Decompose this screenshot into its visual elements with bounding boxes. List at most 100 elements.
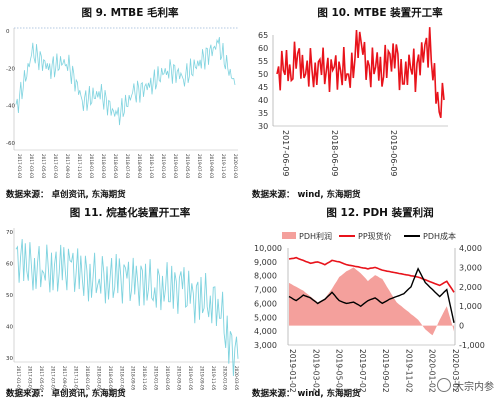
- source-11: 数据来源： 卓创资讯, 东海期货: [6, 389, 126, 399]
- chart12-left-y-tick-label: 8,000: [254, 272, 277, 281]
- chart9-x-tick-label: 2019-07-03: [197, 154, 202, 179]
- chart-title-9: 图 9. MTBE 毛利率: [81, 7, 179, 19]
- chart11-x-tick-label: 2019-09-05: [200, 366, 205, 391]
- chart9-x-tick-label: 2018-03-03: [101, 154, 106, 179]
- chart10-y-tick-label: 45: [258, 83, 268, 92]
- chart11-x-tick-label: 2017-11-05: [73, 366, 78, 391]
- chart12-legend-label: PDH成本: [423, 231, 456, 241]
- chart12-profit-area: [289, 267, 454, 336]
- chart9-x-tick-label: 2017-09-03: [65, 154, 70, 179]
- chart12-legend-label: PP现货价: [358, 231, 392, 241]
- chart9-x-tick-label: 2017-01-03: [17, 154, 22, 179]
- chart11-x-tick-label: 2017-03-05: [28, 366, 33, 391]
- source-10: 数据来源： wind, 东海期货: [252, 190, 361, 200]
- chart12-right-y-tick-label: -1,000: [459, 341, 485, 350]
- chart11-y-tick-label: 40: [6, 325, 13, 331]
- watermark-text: 大宗内参: [454, 382, 494, 393]
- chart12-left-y-tick-label: 4,000: [254, 327, 277, 336]
- chart9-y-tick-label: -20: [6, 66, 15, 72]
- chart12-legend-label: PDH利润: [299, 231, 332, 241]
- chart12-left-y-tick-label: 10,000: [254, 244, 282, 253]
- chart9-x-tick-label: 2019-11-03: [221, 154, 226, 179]
- chart11-x-tick-label: 2019-03-05: [165, 366, 170, 391]
- chart10-operating-rate-line: [276, 27, 445, 119]
- chart10-y-tick-label: 35: [258, 109, 268, 118]
- chart10-x-tick-label: 2017-06-09: [281, 130, 290, 177]
- chart9-x-tick-label: 2018-11-03: [149, 154, 154, 179]
- chart10-x-tick-label: 2018-06-09: [330, 130, 339, 177]
- chart11-x-tick-label: 2018-05-05: [108, 366, 113, 391]
- chart12-left-y-tick-label: 5,000: [254, 313, 277, 322]
- chart9-y-tick-label: -60: [6, 141, 15, 147]
- chart12-legend-swatch: [282, 232, 296, 239]
- chart9-y-tick-label: -40: [6, 104, 15, 110]
- chart12-x-tick-label: 2019-01-02: [288, 349, 297, 393]
- watermark: 大宗内参: [437, 378, 494, 393]
- chart9-x-tick-label: 2019-03-03: [173, 154, 178, 179]
- chart9-x-tick-label: 2018-09-03: [137, 154, 142, 179]
- chart12-x-tick-label: 2019-11-02: [404, 349, 413, 393]
- chart11-y-tick-label: 50: [6, 293, 13, 299]
- chart9-x-tick-label: 2017-05-03: [41, 154, 46, 179]
- chart12-right-y-tick-label: 0: [459, 322, 464, 331]
- chart12-left-y-tick-label: 7,000: [254, 286, 277, 295]
- chart11-x-tick-label: 2020-03-05: [234, 366, 239, 391]
- chart11-x-tick-label: 2019-01-05: [154, 366, 159, 391]
- chart10-y-tick-label: 60: [258, 44, 268, 53]
- chart9-margin-line: [15, 37, 236, 126]
- chart9-x-tick-label: 2020-01-03: [233, 154, 238, 179]
- chart10-y-tick-label: 65: [258, 31, 268, 40]
- chart9-x-tick-label: 2018-05-03: [113, 154, 118, 179]
- chart9-y-tick-label: 0: [6, 29, 10, 35]
- chart9-x-tick-label: 2019-01-03: [161, 154, 166, 179]
- chart-title-11: 图 11. 烷基化装置开工率: [69, 207, 191, 219]
- chart11-x-tick-label: 2018-03-05: [96, 366, 101, 391]
- chart11-x-tick-label: 2019-11-05: [211, 366, 216, 391]
- chart11-x-tick-label: 2018-07-05: [119, 366, 124, 391]
- chart11-x-tick-label: 2018-01-05: [85, 366, 90, 391]
- chart12-x-tick-label: 2019-07-02: [358, 349, 367, 393]
- chart12-x-tick-label: 2019-03-02: [311, 349, 320, 393]
- chart11-x-tick-label: 2020-01-05: [223, 366, 228, 391]
- chart12-x-tick-label: 2019-05-02: [335, 349, 344, 393]
- chart11-operating-rate-line: [15, 239, 239, 377]
- chart9-x-tick-label: 2018-01-03: [89, 154, 94, 179]
- chart9-x-tick-label: 2017-11-03: [77, 154, 82, 179]
- chart11-y-tick-label: 60: [6, 262, 13, 268]
- chart11-x-tick-label: 2018-11-05: [142, 366, 147, 391]
- chart12-x-tick-label: 2020-01-02: [428, 349, 437, 393]
- chart12-left-y-tick-label: 6,000: [254, 299, 277, 308]
- chart12-right-y-tick-label: 1,000: [459, 302, 482, 311]
- chart12-left-y-tick-label: 9,000: [254, 258, 277, 267]
- chart9-x-tick-label: 2019-05-03: [185, 154, 190, 179]
- chart9-x-tick-label: 2017-07-03: [53, 154, 58, 179]
- chart10-y-tick-label: 55: [258, 57, 268, 66]
- chart11-x-tick-label: 2019-05-05: [177, 366, 182, 391]
- chart11-x-tick-label: 2017-07-05: [50, 366, 55, 391]
- chart11-x-tick-label: 2017-01-05: [16, 366, 21, 391]
- chart11-x-tick-label: 2017-05-05: [39, 366, 44, 391]
- chart11-y-tick-label: 30: [6, 356, 13, 362]
- source-12: 数据来源： wind, 东海期货: [252, 389, 361, 399]
- chart12-pdh-cost-line: [288, 267, 455, 323]
- watermark-icon: [437, 378, 451, 392]
- chart9-x-tick-label: 2017-03-03: [29, 154, 34, 179]
- chart10-y-tick-label: 50: [258, 70, 268, 79]
- chart12-right-y-tick-label: 2,000: [459, 283, 482, 292]
- chart10-y-tick-label: 30: [258, 122, 268, 131]
- chart12-x-tick-label: 2020-03-02: [451, 349, 460, 393]
- chart12-pp-price-line: [288, 256, 455, 293]
- chart12-left-y-tick-label: 3,000: [254, 341, 277, 350]
- chart10-y-tick-label: 40: [258, 96, 268, 105]
- chart10-x-tick-label: 2019-06-09: [389, 130, 398, 177]
- chart12-right-y-tick-label: 3,000: [459, 263, 482, 272]
- chart-title-10: 图 10. MTBE 装置开工率: [317, 7, 443, 19]
- chart12-x-tick-label: 2019-09-02: [381, 349, 390, 393]
- chart11-y-tick-label: 70: [6, 230, 13, 236]
- chart11-x-tick-label: 2019-07-05: [188, 366, 193, 391]
- chart11-x-tick-label: 2018-09-05: [131, 366, 136, 391]
- source-9: 数据来源： 卓创资讯, 东海期货: [6, 190, 126, 200]
- chart12-right-y-tick-label: 4,000: [459, 244, 482, 253]
- chart-title-12: 图 12. PDH 装置利润: [326, 207, 434, 219]
